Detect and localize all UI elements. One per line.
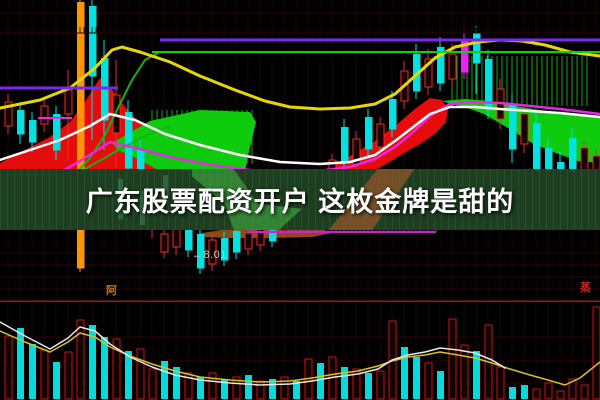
volume-ma-lines <box>0 321 600 386</box>
horizontal-level-lines <box>0 27 600 233</box>
banner-stripes-decor <box>0 169 600 230</box>
ad-banner[interactable]: 广东股票配资开户 这枚金牌是甜的 <box>0 169 600 230</box>
volume-bars <box>4 306 600 400</box>
watermark-left-glyph: 阿 <box>106 285 117 297</box>
banner-candle-decor <box>140 191 145 225</box>
banner-candle-decor <box>118 179 123 219</box>
banner-headline: 广东股票配资开户 这枚金牌是甜的 <box>85 187 515 217</box>
watermark-right-glyph: 蒸 <box>580 282 591 294</box>
price-low-label: ←8.01 <box>192 249 227 261</box>
banner-candle-decor <box>163 175 168 205</box>
